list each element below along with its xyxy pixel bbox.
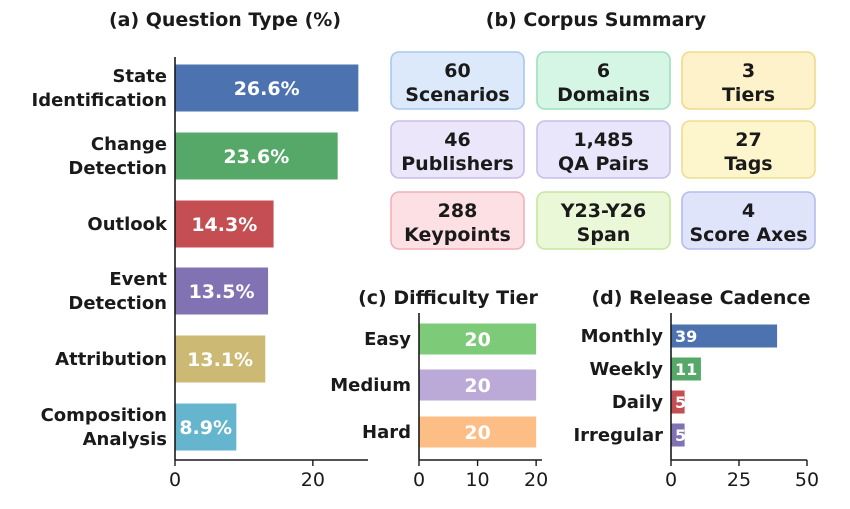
summary-card-value-8: 4 (742, 200, 755, 222)
panel-a-title: (a) Question Type (%) (109, 9, 341, 31)
panel-c-category-label-1: Medium (330, 375, 411, 396)
summary-card-label-8: Score Axes (689, 224, 807, 246)
summary-card-label-0: Scenarios (405, 84, 509, 106)
summary-card-value-4: 1,485 (573, 129, 633, 151)
panel-d-category-label-0: Monthly (581, 326, 664, 347)
panel-a-bar-4 (175, 335, 266, 383)
panel-c-bar-0 (419, 323, 537, 355)
panel-a-category-label-4: Attribution (55, 349, 167, 370)
panel-c-bar-1 (419, 369, 537, 401)
panel-d-bar-3 (671, 423, 685, 447)
panel-c-value-label-2: 20 (464, 422, 490, 444)
panel-a-value-label-0: 26.6% (234, 78, 300, 100)
summary-card-4 (536, 120, 671, 179)
panel-a-bar-2 (175, 200, 274, 248)
panel-a-value-label-2: 14.3% (191, 214, 257, 236)
panel-a-category-label-1: Change Detection (68, 134, 167, 179)
panel-a-bar-3 (175, 267, 269, 315)
summary-card-label-6: Keypoints (404, 224, 511, 246)
panel-a-category-label-2: Outlook (87, 214, 168, 235)
panel-d-category-label-2: Daily (612, 392, 663, 413)
summary-card-value-6: 288 (438, 200, 478, 222)
panel-d-x-tick-label-1: 25 (727, 469, 751, 491)
panel-a-bar-5 (175, 403, 237, 451)
panel-a-value-label-3: 13.5% (189, 281, 255, 303)
summary-card-label-3: Publishers (401, 153, 513, 175)
summary-card-7 (536, 191, 671, 250)
summary-card-value-0: 60 (444, 60, 470, 82)
panel-d-value-label-3: 5 (675, 426, 686, 445)
panel-d-bar-2 (671, 390, 685, 414)
panel-c-category-label-2: Hard (362, 422, 411, 443)
summary-card-1 (536, 51, 671, 110)
panel-d-value-label-1: 11 (675, 360, 697, 379)
summary-card-label-5: Tags (724, 153, 772, 175)
panel-c-value-label-0: 20 (464, 329, 490, 351)
panel-b-title: (b) Corpus Summary (486, 9, 707, 31)
panel-d-title: (d) Release Cadence (591, 287, 810, 309)
panel-a-bar-1 (175, 132, 338, 180)
panel-d-value-label-2: 5 (675, 393, 686, 412)
summary-card-label-2: Tiers (722, 84, 775, 106)
summary-card-value-5: 27 (735, 129, 761, 151)
panel-d-bar-1 (671, 357, 701, 381)
panel-a-x-tick-label-1: 20 (301, 469, 325, 491)
panel-d-value-label-0: 39 (675, 327, 697, 346)
panel-c-x-tick-label-0: 0 (413, 469, 425, 491)
summary-card-2 (681, 51, 816, 110)
summary-card-0 (390, 51, 525, 110)
panel-a-x-tick-label-0: 0 (169, 469, 181, 491)
panel-c-bar-2 (419, 416, 537, 448)
panel-a-value-label-5: 8.9% (179, 417, 232, 439)
panel-c-category-label-0: Easy (364, 329, 411, 350)
panel-a-bar-0 (175, 64, 359, 112)
summary-card-label-4: QA Pairs (558, 153, 649, 175)
panel-d-category-label-3: Irregular (573, 425, 663, 446)
panel-a-category-label-3: Event Detection (68, 269, 167, 314)
summary-card-value-3: 46 (444, 129, 470, 151)
summary-card-value-2: 3 (742, 60, 755, 82)
panel-d-bar-0 (671, 324, 778, 348)
panel-d-category-label-1: Weekly (589, 359, 663, 380)
panel-a-category-label-5: Composition Analysis (41, 405, 167, 450)
panel-a-value-label-4: 13.1% (187, 349, 253, 371)
summary-card-5 (681, 120, 816, 179)
panel-a-category-label-0: State Identification (32, 66, 168, 111)
panel-c-title: (c) Difficulty Tier (358, 287, 538, 309)
summary-card-6 (390, 191, 525, 250)
panel-c-x-tick-label-2: 20 (524, 469, 548, 491)
summary-card-value-7: Y23-Y26 (560, 200, 647, 222)
panel-a-value-label-1: 23.6% (223, 146, 289, 168)
summary-card-value-1: 6 (597, 60, 610, 82)
panel-c-x-tick-label-1: 10 (465, 469, 489, 491)
panel-d-x-tick-label-2: 50 (795, 469, 819, 491)
panel-c-value-label-1: 20 (464, 375, 490, 397)
summary-card-label-7: Span (577, 224, 631, 246)
summary-card-3 (390, 120, 525, 179)
summary-card-label-1: Domains (557, 84, 650, 106)
summary-card-8 (681, 191, 816, 250)
panel-d-x-tick-label-0: 0 (665, 469, 677, 491)
